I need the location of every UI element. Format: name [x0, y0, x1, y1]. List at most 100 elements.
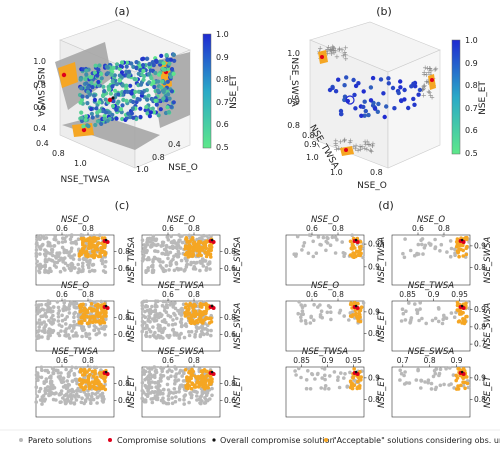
pareto-point	[40, 398, 45, 403]
pareto-point	[67, 336, 72, 340]
pareto-point	[433, 237, 437, 242]
pareto-point	[297, 366, 301, 371]
pareto-point	[166, 394, 171, 398]
pareto-point	[340, 240, 345, 244]
panel-a-point	[131, 99, 136, 105]
acceptable-point	[209, 255, 213, 259]
pareto-point	[169, 234, 173, 239]
acceptable-point	[356, 385, 360, 389]
pareto-point	[71, 302, 75, 306]
x-tick-label: 0.85	[293, 356, 310, 365]
pareto-point	[419, 386, 423, 390]
y-tick-label: 0.9	[474, 241, 486, 250]
pareto-point	[347, 318, 351, 322]
pareto-point	[170, 328, 175, 332]
acceptable-point	[204, 246, 208, 250]
panel-a-point	[114, 82, 119, 87]
panel-b-point	[396, 90, 401, 96]
acceptable-point	[77, 252, 82, 256]
pareto-point	[157, 259, 161, 263]
acceptable-point	[357, 311, 362, 316]
panel-b-point	[352, 92, 357, 98]
pareto-point	[293, 369, 297, 373]
pareto-point	[292, 252, 297, 256]
pareto-point	[294, 373, 298, 377]
pareto-point	[162, 320, 167, 324]
panel-b-point	[411, 96, 416, 102]
panel-a-compromise-point	[107, 97, 113, 103]
acceptable-point	[93, 303, 98, 308]
acceptable-point	[201, 375, 205, 379]
x-tick-label: 0.8	[82, 224, 94, 233]
pareto-point	[153, 299, 158, 304]
pareto-point	[64, 401, 68, 405]
y-tick-label: 0.8	[118, 247, 130, 256]
panel-b-point	[370, 75, 376, 81]
pareto-point	[56, 305, 61, 310]
panel-a-point	[80, 94, 85, 99]
acceptable-point	[192, 304, 197, 309]
panel-b-projection-marker: +	[425, 78, 431, 86]
pareto-point	[173, 381, 177, 386]
pareto-point	[58, 269, 63, 274]
acceptable-point	[356, 301, 360, 306]
panel-b-projection-marker: +	[421, 85, 427, 93]
pareto-point	[416, 252, 421, 256]
pareto-point	[70, 365, 74, 370]
panel-a-point	[151, 79, 156, 84]
panel-b-point	[402, 87, 407, 93]
pareto-point	[70, 388, 74, 392]
pareto-point	[442, 382, 446, 387]
pareto-point	[145, 325, 149, 329]
pareto-point	[34, 385, 39, 390]
panel-b-3d: ++++++ +++ +++ +++++ +++++++++++ +++++++++++ +…	[287, 21, 441, 191]
acceptable-point	[461, 319, 466, 323]
pareto-point	[166, 388, 171, 392]
panel-b-projection-marker: +	[362, 145, 368, 153]
pareto-point	[209, 234, 213, 239]
acceptable-point	[79, 367, 83, 372]
panel-a-point	[92, 93, 97, 98]
pareto-point	[44, 302, 48, 307]
pareto-point	[302, 241, 307, 245]
x-axis-label: NSE_SWSA	[408, 347, 455, 357]
pareto-point	[62, 301, 66, 305]
pareto-point	[165, 235, 170, 239]
pareto-point	[151, 234, 156, 238]
pareto-point	[310, 372, 314, 376]
pareto-point	[174, 367, 178, 371]
panel-b-projection-marker: +	[367, 146, 373, 154]
pareto-point	[160, 240, 165, 245]
pareto-point	[170, 401, 175, 406]
pareto-point	[422, 246, 427, 250]
panel-a-point	[121, 97, 126, 102]
colorbar-a: 1.0 0.9 0.8 0.7 0.6 0.5 NSE_ET	[202, 30, 239, 152]
pareto-point	[64, 322, 68, 326]
pareto-point	[46, 299, 50, 303]
pareto-point	[93, 392, 98, 396]
panel-a-point	[164, 53, 169, 58]
acceptable-point	[190, 381, 195, 386]
x-tick-label: 0.6	[412, 224, 424, 233]
panel-a-point	[165, 57, 170, 63]
y-axis-label: NSE_SWSA	[233, 303, 243, 350]
acceptable-point	[187, 376, 192, 380]
pareto-point	[326, 236, 330, 241]
acceptable-point	[84, 370, 88, 374]
x-tick-label: 0.9	[451, 356, 463, 365]
y-axis-label: NSE_ET	[377, 309, 387, 342]
pareto-point	[403, 318, 408, 322]
pareto-point	[174, 372, 179, 376]
pareto-point	[202, 233, 206, 238]
panel-a-point	[83, 117, 88, 122]
pareto-point	[54, 256, 58, 260]
panel-b-projection-marker: +	[336, 145, 342, 153]
pareto-point	[56, 375, 61, 379]
x-tick-label: 0.9	[322, 356, 334, 365]
pareto-point	[143, 309, 147, 314]
pareto-point	[74, 301, 79, 306]
pareto-point	[361, 242, 366, 246]
panel-b-projection-marker: +	[422, 82, 428, 90]
acceptable-point	[203, 386, 207, 391]
panel-b-point-cloud	[327, 75, 423, 120]
